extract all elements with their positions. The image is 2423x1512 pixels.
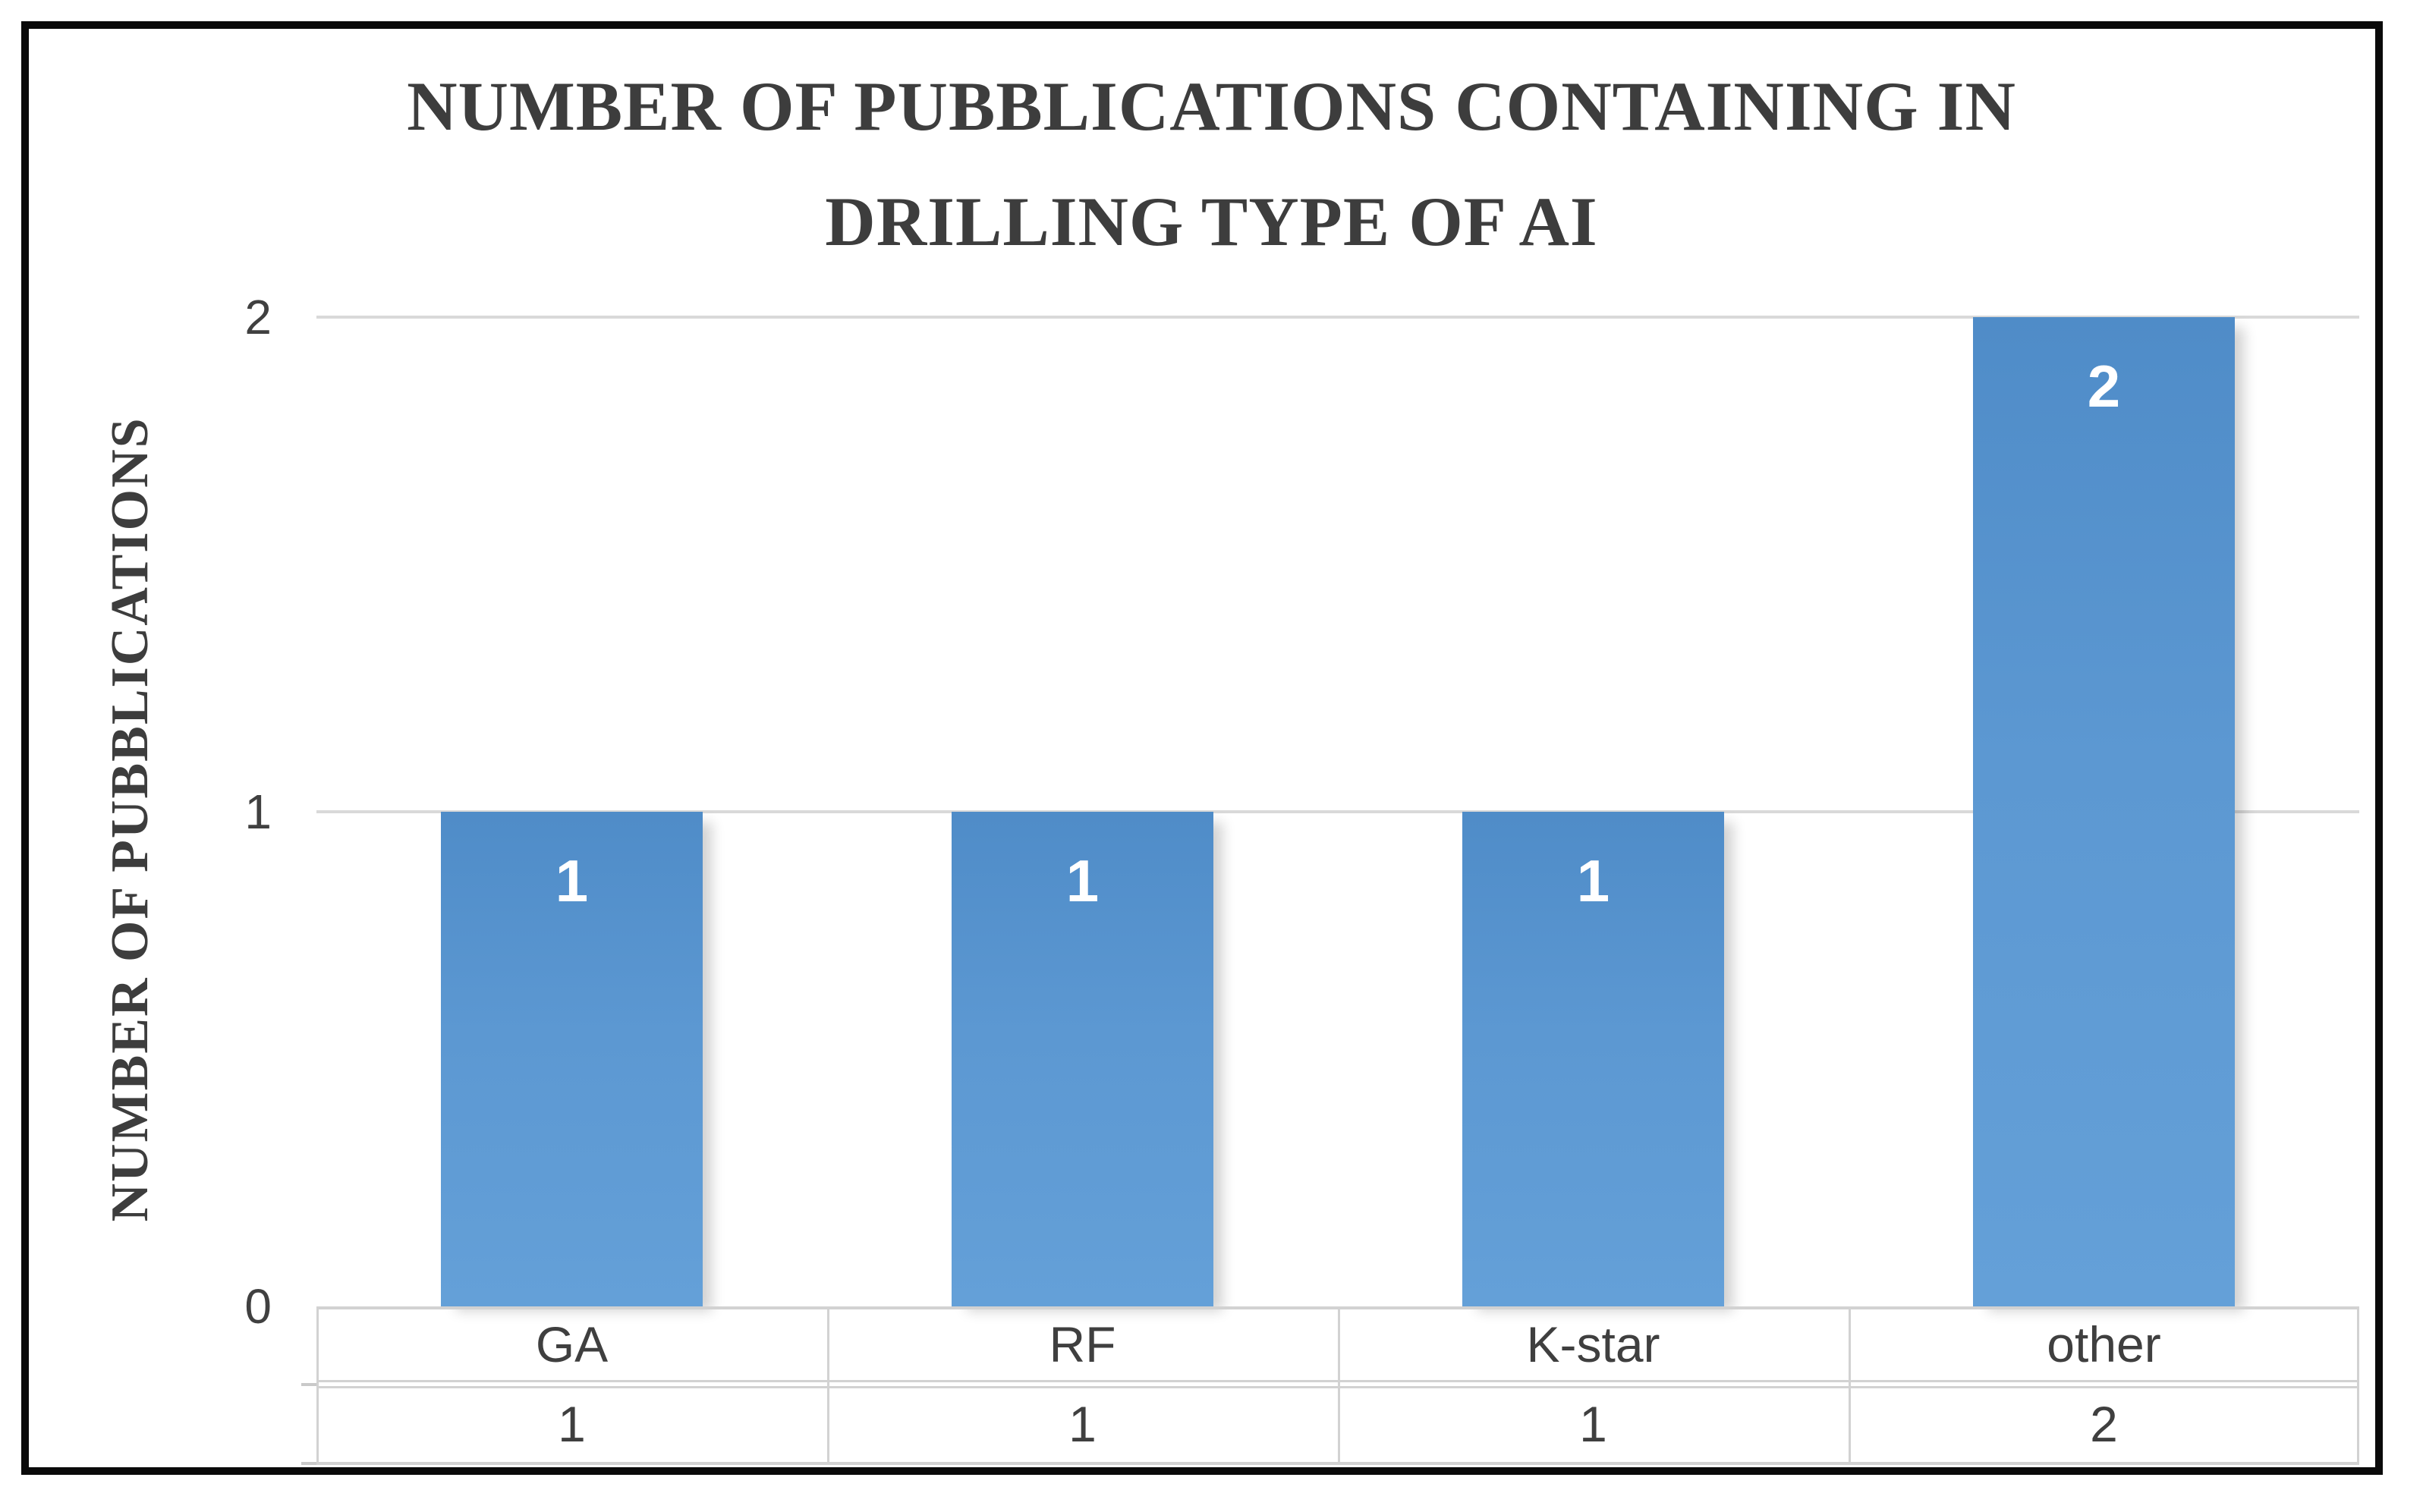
axis-tick-stub-1 [301,1462,316,1465]
bar-rf: 1 [951,812,1214,1306]
axis-tick-stub-0 [301,1383,316,1386]
table-value-cell-k-star: 1 [1579,1396,1607,1452]
table-value-cell-ga: 1 [558,1396,586,1452]
bar-ga: 1 [440,812,703,1306]
data-table: GA RF K-star other 1 1 1 2 [301,1306,2359,1465]
y-tick-label-2: 2 [244,290,272,344]
table-column-border-2 [1338,1306,1340,1465]
table-column-border-1 [827,1306,829,1465]
table-column-border-0 [316,1306,319,1465]
table-category-cell-ga: GA [535,1316,609,1372]
bar-value-label-rf: 1 [1065,847,1100,914]
chart-title: NUMBER OF PUBBLICATIONS CONTAINING IN DR… [0,49,2423,279]
table-column-border-4 [2357,1306,2359,1465]
table-category-cell-rf: RF [1049,1316,1116,1372]
bar-other: 2 [1972,317,2236,1306]
bar-value-label-ga: 1 [555,847,589,914]
bar-value-label-other: 2 [2087,353,2121,420]
y-tick-label-1: 1 [244,784,272,839]
figure-border-frame [21,21,2383,1475]
table-value-cell-rf: 1 [1068,1396,1097,1452]
table-value-cell-other: 2 [2090,1396,2118,1452]
y-tick-label-0: 0 [244,1279,272,1334]
gridline-y-2 [316,316,2359,319]
chart-title-line-1: NUMBER OF PUBBLICATIONS CONTAINING IN [407,68,2016,145]
gridline-y-1 [316,810,2359,813]
table-column-border-3 [1849,1306,1851,1465]
bar-value-label-k-star: 1 [1576,847,1610,914]
table-category-cell-other: other [2047,1316,2161,1372]
bar-k-star: 1 [1462,812,1725,1306]
chart-title-line-2: DRILLING TYPE OF AI [825,183,1598,260]
table-category-cell-k-star: K-star [1526,1316,1660,1372]
